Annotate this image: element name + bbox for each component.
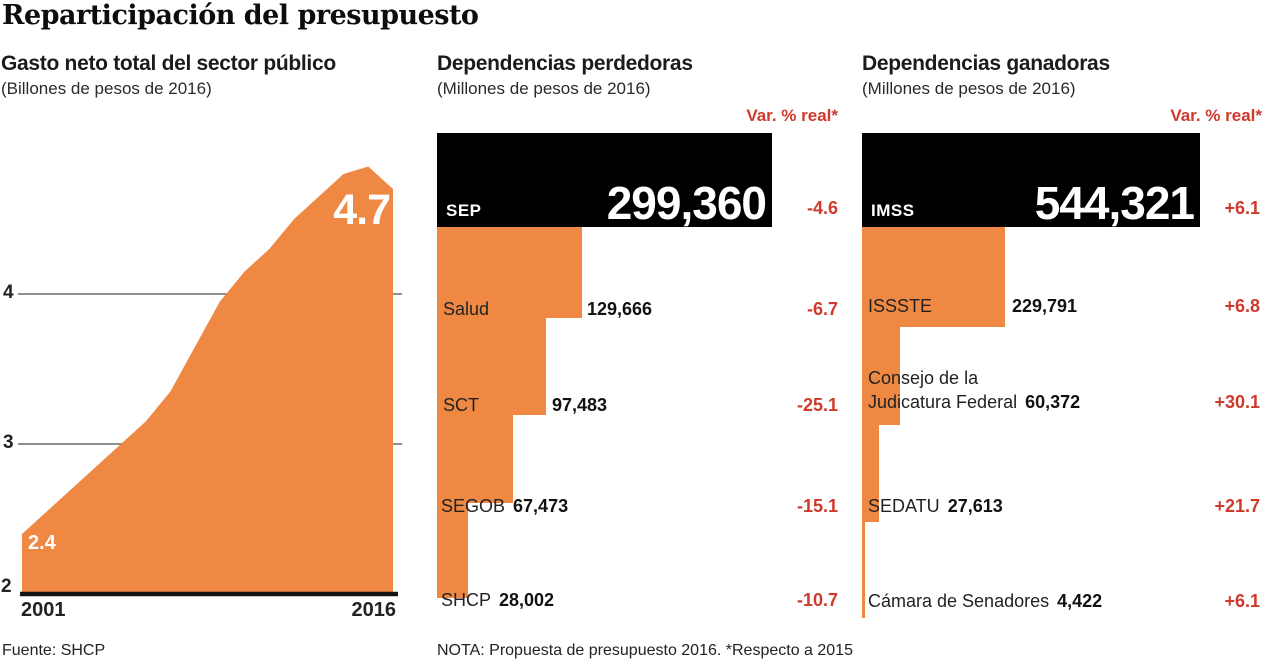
var-consejo: +30.1 — [1214, 392, 1260, 412]
var-shcp: -10.7 — [796, 590, 838, 610]
x-label-2001: 2001 — [21, 599, 66, 621]
perdedoras-title: Dependencias perdedoras — [437, 52, 693, 75]
row-camara-senadores: Cámara de Senadores 4,422 — [868, 591, 1102, 612]
var-imss: +6.1 — [1224, 198, 1260, 218]
perdedoras-subtitle: (Millones de pesos de 2016) — [437, 79, 651, 98]
bar-issste — [862, 227, 1005, 327]
bar-salud — [437, 227, 583, 318]
label-shcp: SHCP — [441, 590, 492, 610]
page-title: Reparticipación del presupuesto — [2, 0, 479, 31]
var-camara-senadores: +6.1 — [1224, 591, 1260, 611]
x-label-2016: 2016 — [351, 599, 397, 621]
ganadoras-title: Dependencias ganadoras — [862, 52, 1110, 75]
var-sedatu: +21.7 — [1214, 496, 1260, 516]
label-sct: SCT — [443, 395, 479, 415]
bar-imss-label: IMSS — [871, 201, 915, 220]
var-segob: -15.1 — [796, 496, 838, 516]
bar-imss-value: 544,321 — [1034, 177, 1195, 229]
bar-camara-senadores — [862, 522, 865, 618]
ganadoras-var-header: Var. % real* — [1170, 106, 1262, 125]
bar-sep-value: 299,360 — [606, 177, 767, 229]
label-camara-senadores: Cámara de Senadores — [868, 591, 1050, 611]
row-consejo-line2: Judicatura Federal 60,372 — [868, 392, 1080, 413]
value-shcp: 28,002 — [499, 590, 555, 610]
bar-imss: IMSS 544,321 — [862, 133, 1200, 227]
left-chart-title: Gasto neto total del sector público — [1, 52, 336, 75]
value-camara-senadores: 4,422 — [1057, 591, 1103, 611]
bar-sct — [437, 318, 547, 415]
bar-shcp — [437, 503, 469, 598]
bar-sedatu — [862, 425, 880, 522]
label-sedatu: SEDATU — [868, 496, 940, 516]
bottom-note: NOTA: Propuesta de presupuesto 2016. *Re… — [437, 642, 853, 659]
row-segob: SEGOB 67,473 — [441, 496, 568, 517]
bar-sep: SEP 299,360 — [437, 133, 772, 227]
bar-consejo-judicatura — [862, 327, 900, 425]
label-segob: SEGOB — [441, 496, 506, 516]
var-sep: -4.6 — [806, 198, 838, 218]
y-tick-3: 3 — [3, 432, 14, 453]
area-last-value-label: 4.7 — [333, 186, 391, 234]
value-consejo: 60,372 — [1025, 392, 1081, 412]
area-series-gasto-neto — [22, 166, 393, 594]
y-tick-4: 4 — [3, 282, 14, 303]
label-consejo-line2: Judicatura Federal — [868, 392, 1018, 412]
source-note: Fuente: SHCP — [2, 642, 106, 659]
value-sedatu: 27,613 — [947, 496, 1003, 516]
var-sct: -25.1 — [796, 395, 838, 415]
perdedoras-var-header: Var. % real* — [746, 106, 838, 125]
area-chart — [18, 166, 402, 597]
row-sedatu: SEDATU 27,613 — [868, 496, 1003, 517]
value-issste: 229,791 — [1012, 296, 1078, 316]
row-shcp: SHCP 28,002 — [441, 590, 554, 611]
ganadoras-subtitle: (Millones de pesos de 2016) — [862, 79, 1076, 98]
area-first-value-label: 2.4 — [28, 532, 56, 554]
var-salud: -6.7 — [806, 299, 838, 319]
left-chart-subtitle: (Billones de pesos de 2016) — [1, 79, 212, 98]
label-consejo-line1: Consejo de la — [868, 368, 979, 388]
value-segob: 67,473 — [513, 496, 569, 516]
y-tick-2: 2 — [1, 576, 12, 597]
var-issste: +6.8 — [1224, 296, 1260, 316]
value-salud: 129,666 — [587, 299, 653, 319]
label-issste: ISSSTE — [868, 296, 933, 316]
bar-segob — [437, 415, 513, 503]
label-salud: Salud — [443, 299, 490, 319]
value-sct: 97,483 — [552, 395, 608, 415]
bar-sep-label: SEP — [446, 201, 482, 220]
